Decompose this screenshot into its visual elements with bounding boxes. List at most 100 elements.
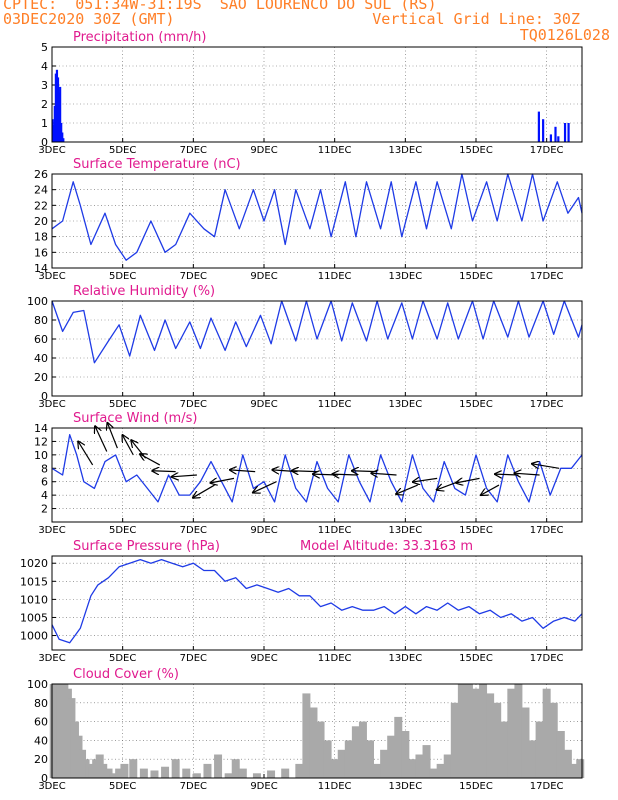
bar (542, 688, 551, 778)
x-tick-label: 9DEC (250, 399, 277, 410)
y-tick-label: 60 (34, 333, 48, 346)
plot-frame (51, 555, 583, 651)
bar (507, 688, 516, 778)
panel-title: Precipitation (mm/h) (73, 30, 206, 45)
bar (394, 716, 403, 778)
plot-frame (51, 683, 583, 779)
y-tick-label: 40 (34, 352, 48, 365)
bar (429, 768, 438, 778)
bar (457, 684, 466, 778)
bar (576, 759, 585, 778)
bar (366, 740, 374, 778)
x-tick-label: 15DEC (459, 525, 493, 536)
y-tick-label: 0 (41, 772, 48, 785)
bar (450, 702, 459, 778)
y-tick-label: 1015 (20, 575, 48, 588)
bar (109, 773, 118, 778)
header-grid-line-note: Vertical Grid Line: 30Z (372, 10, 580, 28)
bar (408, 759, 417, 778)
y-tick-label: 4 (41, 60, 48, 73)
series-line (51, 173, 583, 261)
x-tick-label: 17DEC (530, 399, 564, 410)
x-tick-label: 11DEC (318, 399, 352, 410)
bar (528, 740, 537, 778)
panel-1: 3DEC 5DEC 7DEC 9DEC 11DEC 13DEC 15DEC 17DEC 0 1 2 3… (38, 30, 583, 156)
x-tick-label: 9DEC (250, 653, 277, 664)
bar (62, 138, 65, 142)
x-tick-label: 15DEC (459, 399, 493, 410)
plot-frame (51, 46, 583, 143)
series-line (51, 434, 583, 503)
y-tick-label: 60 (34, 716, 48, 729)
x-tick-label: 17DEC (530, 525, 564, 536)
bar (557, 136, 560, 142)
bar (422, 745, 431, 778)
y-tick-label: 0 (41, 390, 48, 403)
bar (351, 726, 360, 778)
bar (479, 684, 488, 778)
wind-arrow (95, 426, 108, 452)
bar (549, 134, 553, 142)
x-tick-label: 17DEC (530, 145, 564, 156)
y-tick-label: 1010 (20, 593, 48, 606)
bar (358, 721, 367, 778)
x-tick-label: 3DEC (38, 525, 65, 536)
bar (150, 770, 159, 778)
wind-arrow (371, 473, 397, 475)
panel-5: 3DEC 5DEC 7DEC 9DEC 11DEC 13DEC 15DEC 17DEC 1000… (20, 539, 583, 664)
bar (182, 768, 191, 778)
bar (500, 721, 509, 778)
bar (61, 132, 64, 142)
bar (415, 754, 424, 778)
wind-arrow (211, 478, 235, 483)
panel-3: 3DEC 5DEC 7DEC 9DEC 11DEC 13DEC 15DEC 17DEC 0 20 4… (27, 284, 583, 410)
x-tick-label: 17DEC (530, 653, 564, 664)
series-line (51, 558, 583, 644)
wind-arrow (230, 470, 256, 472)
wind-arrow (481, 484, 500, 495)
bar (401, 731, 410, 778)
bar (99, 763, 108, 778)
bar (252, 773, 261, 778)
y-tick-label: 1 (41, 117, 48, 130)
bar (537, 111, 540, 142)
y-tick-label: 4 (41, 489, 48, 502)
bar (373, 763, 382, 778)
bar (337, 749, 346, 778)
y-tick-label: 12 (34, 435, 48, 448)
x-tick-label: 9DEC (250, 525, 277, 536)
y-tick-label: 3 (41, 79, 48, 92)
panel-title: Surface Pressure (hPa) (73, 539, 220, 554)
bar (549, 702, 558, 778)
x-tick-label: 15DEC (459, 781, 493, 792)
y-tick-label: 40 (34, 734, 48, 747)
bar (309, 707, 318, 778)
x-tick-label: 7DEC (180, 525, 207, 536)
bar (521, 707, 530, 778)
y-tick-label: 20 (34, 215, 48, 228)
wind-arrow (193, 484, 215, 498)
header-station-line: CPTEC: 051:34W-31:19S SAO LOURENCO DO SU… (3, 0, 437, 13)
x-tick-label: 11DEC (318, 525, 352, 536)
panel-4: 3DEC 5DEC 7DEC 9DEC 11DEC 13DEC 15DEC 17DEC 2468… (34, 411, 583, 536)
y-tick-label: 20 (34, 753, 48, 766)
y-tick-label: 14 (34, 262, 48, 275)
bar (238, 768, 247, 778)
plot-frame (51, 173, 583, 269)
bar (281, 768, 290, 778)
bar (224, 773, 233, 778)
x-tick-label: 5DEC (109, 145, 136, 156)
y-tick-label: 1000 (20, 630, 48, 643)
x-tick-label: 3DEC (38, 145, 65, 156)
x-tick-label: 13DEC (388, 653, 422, 664)
x-tick-label: 7DEC (180, 145, 207, 156)
bar (567, 123, 570, 142)
y-tick-label: 1005 (20, 611, 48, 624)
wind-arrow (413, 478, 438, 482)
y-tick-label: 24 (34, 184, 48, 197)
x-tick-label: 11DEC (318, 781, 352, 792)
x-tick-label: 9DEC (250, 271, 277, 282)
plot-frame (51, 427, 583, 523)
panel-title: Cloud Cover (%) (73, 667, 179, 682)
